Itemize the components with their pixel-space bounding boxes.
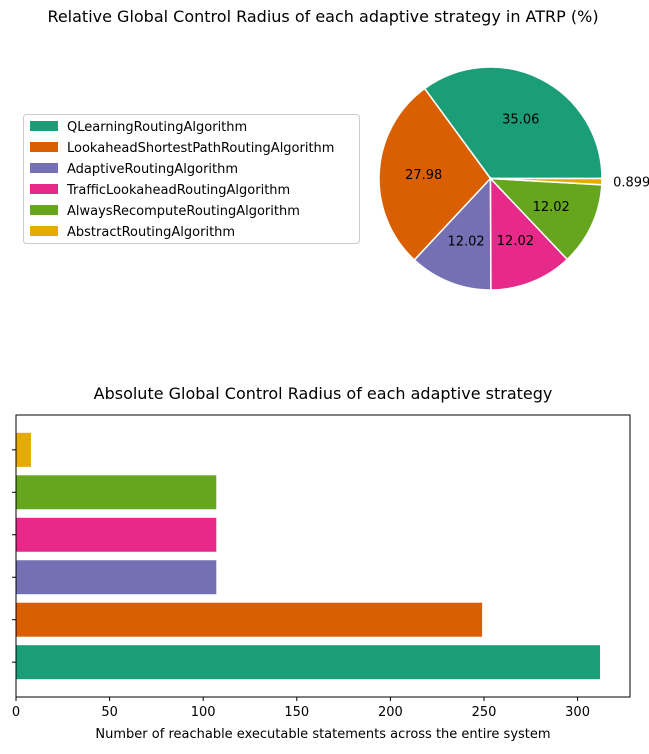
bar-chart-frame	[15, 414, 631, 698]
legend-swatch-0	[30, 121, 58, 131]
legend-swatch-1	[30, 142, 58, 152]
x-tick-label-5: 250	[472, 705, 497, 720]
legend-swatch-3	[30, 184, 58, 194]
bar-chart-title: Absolute Global Control Radius of each a…	[94, 384, 553, 403]
x-tick-label-6: 300	[565, 705, 590, 720]
bar-chart-x-axis-label: Number of reachable executable statement…	[95, 727, 550, 742]
legend-swatch-4	[30, 205, 58, 215]
pie-legend: QLearningRoutingAlgorithm LookaheadShorte…	[23, 114, 360, 244]
pie-slice-2	[413, 176, 492, 291]
legend-label-1: LookaheadShortestPathRoutingAlgorithm	[67, 141, 334, 156]
pie-chart-title: Relative Global Control Radius of each a…	[47, 7, 598, 26]
x-tick-label-3: 150	[284, 705, 309, 720]
legend-label-0: QLearningRoutingAlgorithm	[67, 120, 247, 135]
x-tick-label-2: 100	[191, 705, 216, 720]
legend-label-5: AbstractRoutingAlgorithm	[67, 225, 235, 240]
bar-4	[16, 475, 217, 510]
pie-slice-0	[423, 66, 603, 180]
pie-slice-3	[489, 176, 569, 291]
pie-slice-label-4: 12.02	[533, 200, 570, 215]
pie-slice-label-5: 0.899	[613, 175, 649, 190]
legend-label-2: AdaptiveRoutingAlgorithm	[67, 162, 238, 177]
pie-slice-label-0: 35.06	[502, 112, 539, 127]
bar-3	[16, 517, 217, 552]
x-tick-label-0: 0	[12, 705, 20, 720]
x-tick-label-1: 50	[101, 705, 118, 720]
pie-chart: 35.06 27.98 12.02 12.02 12.02 0.899	[378, 66, 649, 291]
legend-label-3: TrafficLookaheadRoutingAlgorithm	[66, 183, 290, 198]
legend-frame	[23, 114, 360, 244]
bar-0	[16, 645, 601, 680]
pie-slice-5	[490, 177, 603, 186]
pie-slice-label-3: 12.02	[497, 234, 534, 249]
pie-slice-label-1: 27.98	[405, 168, 442, 183]
bar-1	[16, 602, 483, 637]
pie-slice-4	[488, 177, 603, 261]
pie-slice-label-2: 12.02	[447, 234, 484, 249]
bar-2	[16, 560, 217, 595]
bar-5	[16, 432, 31, 467]
x-tick-label-4: 200	[378, 705, 403, 720]
legend-label-4: AlwaysRecomputeRoutingAlgorithm	[67, 204, 300, 219]
bar-chart: 0 50 100 150 200 250 300	[12, 414, 631, 720]
legend-swatch-2	[30, 163, 58, 173]
legend-swatch-5	[30, 226, 58, 236]
pie-slice-1	[378, 87, 492, 262]
